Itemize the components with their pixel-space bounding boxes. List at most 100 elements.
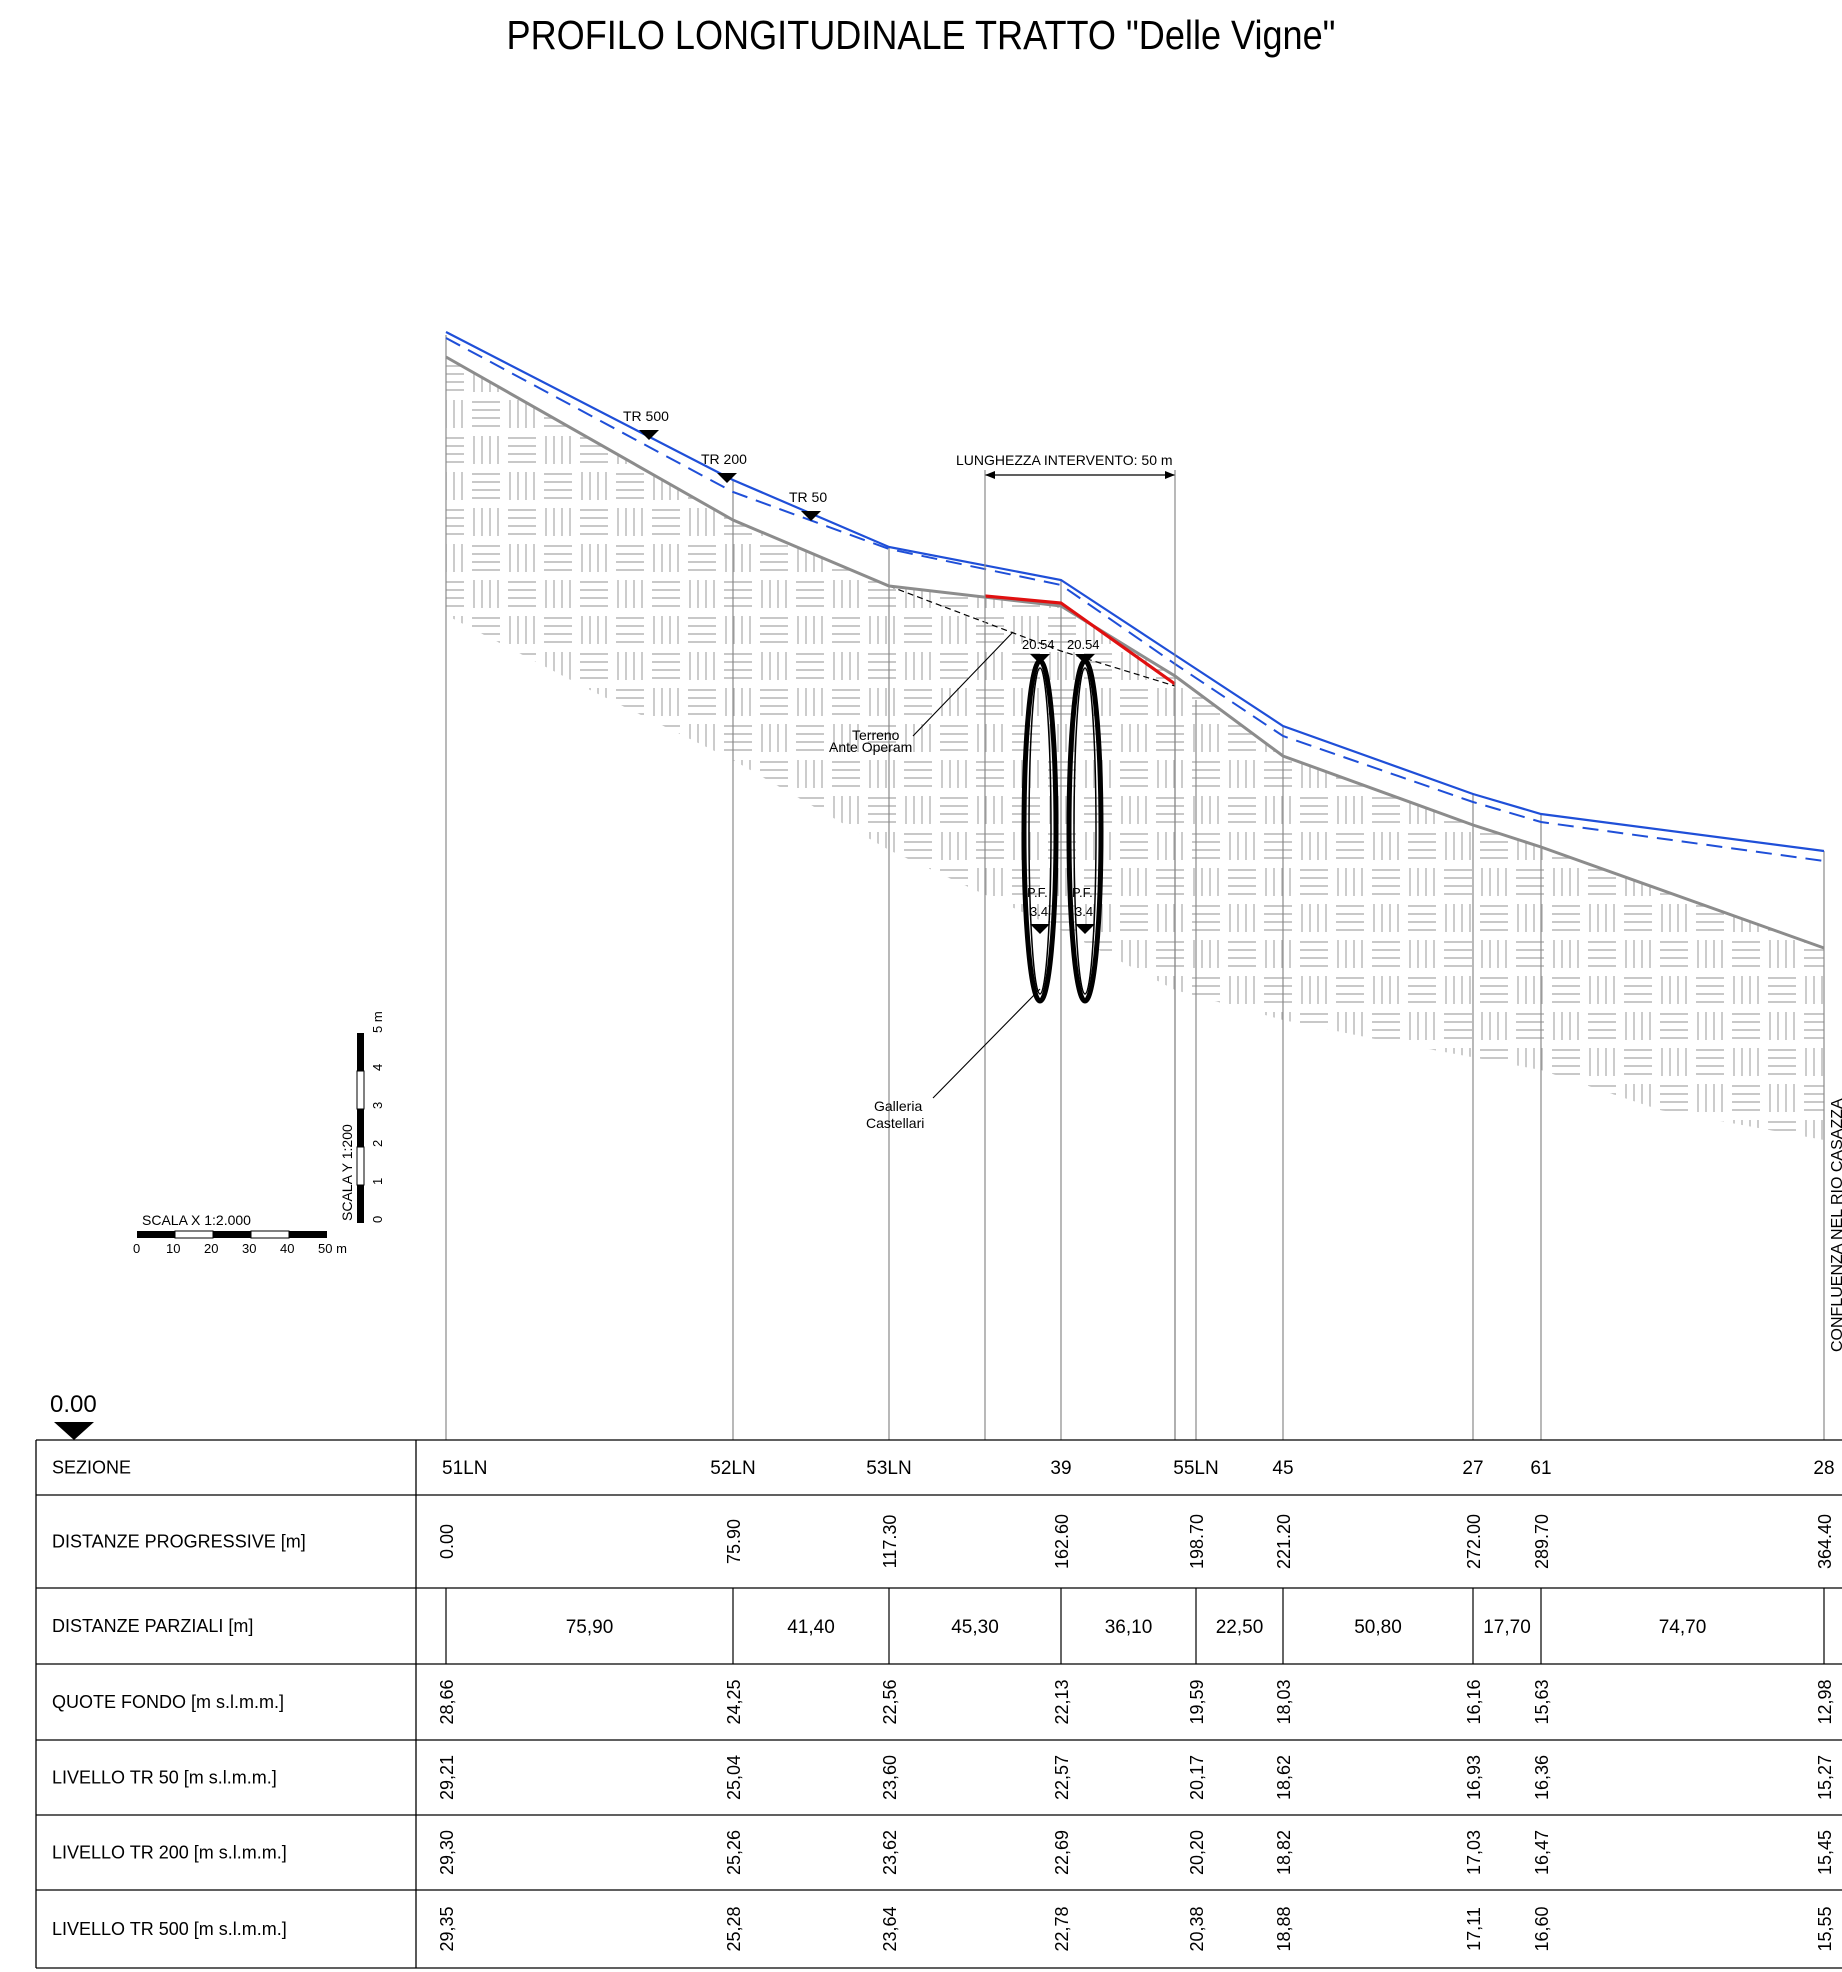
- scale-x-bar: SCALA X 1:2.000 0 10 20 30 40 50 m: [133, 1212, 347, 1256]
- table-row-label: DISTANZE PROGRESSIVE [m]: [52, 1532, 306, 1552]
- table-cell-tr500: 17,11: [1464, 1907, 1484, 1951]
- datum-marker: 0.00: [50, 1391, 97, 1440]
- castellari-label: Castellari: [866, 1115, 924, 1131]
- table-cell-partial: 45,30: [951, 1617, 999, 1638]
- table-row-label: SEZIONE: [52, 1458, 131, 1478]
- table-cell-tr50: 18,62: [1274, 1755, 1294, 1800]
- table-cell-tr500: 22,78: [1052, 1906, 1072, 1951]
- profile-data-table: SEZIONE DISTANZE PROGRESSIVE [m] DISTANZE …: [35, 1439, 1842, 1969]
- table-cell-progressive: 198.70: [1187, 1514, 1207, 1569]
- table-cell-tr200: 15,45: [1815, 1830, 1835, 1875]
- scale-x-tick-label: 50 m: [318, 1241, 347, 1256]
- svg-text:P.F.: P.F.: [1072, 885, 1093, 900]
- svg-text:TR 500: TR 500: [623, 408, 669, 424]
- table-cell-progressive: 162.60: [1052, 1514, 1072, 1569]
- table-cell-tr50: 25,04: [724, 1755, 744, 1800]
- svg-text:TR 50: TR 50: [789, 489, 827, 505]
- table-cell-tr500: 23,64: [880, 1906, 900, 1951]
- scale-y-tick-label: 5 m: [370, 1011, 385, 1033]
- terrain-hatch-area: [446, 357, 1824, 1140]
- ante-operam-label: Ante Operam: [829, 739, 912, 755]
- table-cell-tr50: 16,36: [1532, 1755, 1552, 1800]
- table-cell-progressive: 289.70: [1532, 1514, 1552, 1569]
- table-row-label: LIVELLO TR 500 [m s.l.m.m.]: [52, 1919, 287, 1939]
- table-cell-tr200: 25,26: [724, 1830, 744, 1875]
- table-cell-tr500: 16,60: [1532, 1906, 1552, 1951]
- table-cell-quote-fondo: 22,56: [880, 1679, 900, 1724]
- table-cell-tr50: 16,93: [1464, 1755, 1484, 1800]
- table-cell-quote-fondo: 16,16: [1464, 1679, 1484, 1724]
- table-cell-tr200: 16,47: [1532, 1830, 1552, 1875]
- scale-x-tick-label: 20: [204, 1241, 218, 1256]
- table-cell-progressive: 272.00: [1464, 1514, 1484, 1569]
- table-cell-section: 61: [1530, 1458, 1551, 1479]
- table-row-label: QUOTE FONDO [m s.l.m.m.]: [52, 1692, 284, 1712]
- table-cell-tr500: 20,38: [1187, 1906, 1207, 1951]
- intervention-profile-line: [984, 594, 1176, 686]
- table-cell-tr200: 29,30: [437, 1830, 457, 1875]
- terreno-label: Terreno: [852, 727, 900, 743]
- svg-text:SCALA X 1:2.000: SCALA X 1:2.000: [142, 1212, 251, 1228]
- table-cell-tr50: 20,17: [1187, 1755, 1207, 1800]
- table-cell-tr50: 15,27: [1815, 1755, 1835, 1800]
- table-cell-section: 51LN: [442, 1458, 487, 1479]
- table-cell-tr500: 25,28: [724, 1906, 744, 1951]
- intervention-length-dimension: LUNGHEZZA INTERVENTO: 50 m: [956, 452, 1176, 1440]
- scale-y-tick-label: 4: [370, 1064, 385, 1071]
- tr200-marker: TR 200: [701, 451, 747, 483]
- table-cell-partial: 74,70: [1659, 1617, 1707, 1638]
- table-cell-tr500: 29,35: [437, 1906, 457, 1951]
- table-cell-progressive: 221.20: [1274, 1514, 1294, 1569]
- table-cell-partial: 75,90: [566, 1617, 614, 1638]
- table-cell-quote-fondo: 18,03: [1274, 1679, 1294, 1724]
- table-cell-partial: 22,50: [1216, 1617, 1264, 1638]
- table-cell-section: 39: [1050, 1458, 1071, 1479]
- table-cell-quote-fondo: 22,13: [1052, 1679, 1072, 1724]
- table-cell-partial: 50,80: [1354, 1617, 1402, 1638]
- scale-x-tick-label: 10: [166, 1241, 180, 1256]
- table-cell-tr200: 22,69: [1052, 1830, 1072, 1875]
- table-cell-tr500: 18,88: [1274, 1906, 1294, 1951]
- table-cell-quote-fondo: 12,98: [1815, 1679, 1835, 1724]
- table-cell-partial: 41,40: [787, 1617, 835, 1638]
- svg-text:P.F.: P.F.: [1027, 885, 1048, 900]
- scale-y-tick-label: 0: [370, 1216, 385, 1223]
- svg-text:LUNGHEZZA INTERVENTO: 50 m: LUNGHEZZA INTERVENTO: 50 m: [956, 452, 1173, 468]
- table-cell-quote-fondo: 15,63: [1532, 1679, 1552, 1724]
- galleria-pipe-right: 20.54 P.F. 3.4: [1066, 637, 1104, 1004]
- scale-y-bar: SCALA Y 1:200 0 1 2 3 4 5 m: [339, 1011, 385, 1223]
- table-cell-progressive: 364.40: [1815, 1514, 1835, 1569]
- svg-text:3.4: 3.4: [1075, 904, 1093, 919]
- table-cell-tr200: 20,20: [1187, 1830, 1207, 1875]
- table-cell-partial: 36,10: [1105, 1617, 1153, 1638]
- table-cell-tr200: 17,03: [1464, 1830, 1484, 1875]
- table-cell-section: 55LN: [1173, 1458, 1218, 1479]
- scale-x-tick-label: 0: [133, 1241, 140, 1256]
- svg-text:20.54: 20.54: [1067, 637, 1100, 652]
- galleria-label: Galleria: [874, 1098, 922, 1114]
- scale-y-tick-label: 1: [370, 1178, 385, 1185]
- table-cell-tr50: 23,60: [880, 1755, 900, 1800]
- table-cell-progressive: 75.90: [724, 1519, 744, 1564]
- galleria-pipe-left: 20.54 P.F. 3.4: [1021, 637, 1059, 1004]
- scale-y-tick-label: 3: [370, 1102, 385, 1109]
- svg-text:20.54: 20.54: [1022, 637, 1055, 652]
- table-cell-quote-fondo: 24,25: [724, 1679, 744, 1724]
- table-cell-tr500: 15,55: [1815, 1906, 1835, 1951]
- table-cell-section: 28: [1813, 1458, 1834, 1479]
- svg-text:TR 200: TR 200: [701, 451, 747, 467]
- page-title: PROFILO LONGITUDINALE TRATTO "Delle Vign…: [506, 12, 1336, 58]
- table-cell-tr200: 23,62: [880, 1830, 900, 1875]
- table-cell-section: 45: [1272, 1458, 1293, 1479]
- confluenza-label: CONFLUENZA NEL RIO CASAZZA: [1829, 1098, 1842, 1352]
- table-cell-quote-fondo: 28,66: [437, 1679, 457, 1724]
- table-cell-tr50: 22,57: [1052, 1755, 1072, 1800]
- table-cell-section: 52LN: [710, 1458, 755, 1479]
- table-cell-tr200: 18,82: [1274, 1830, 1294, 1875]
- table-cell-partial: 17,70: [1483, 1617, 1531, 1638]
- scale-x-tick-label: 40: [280, 1241, 294, 1256]
- scale-x-tick-label: 30: [242, 1241, 256, 1256]
- table-row-label: DISTANZE PARZIALI [m]: [52, 1616, 253, 1636]
- tr50-marker: TR 50: [789, 489, 827, 521]
